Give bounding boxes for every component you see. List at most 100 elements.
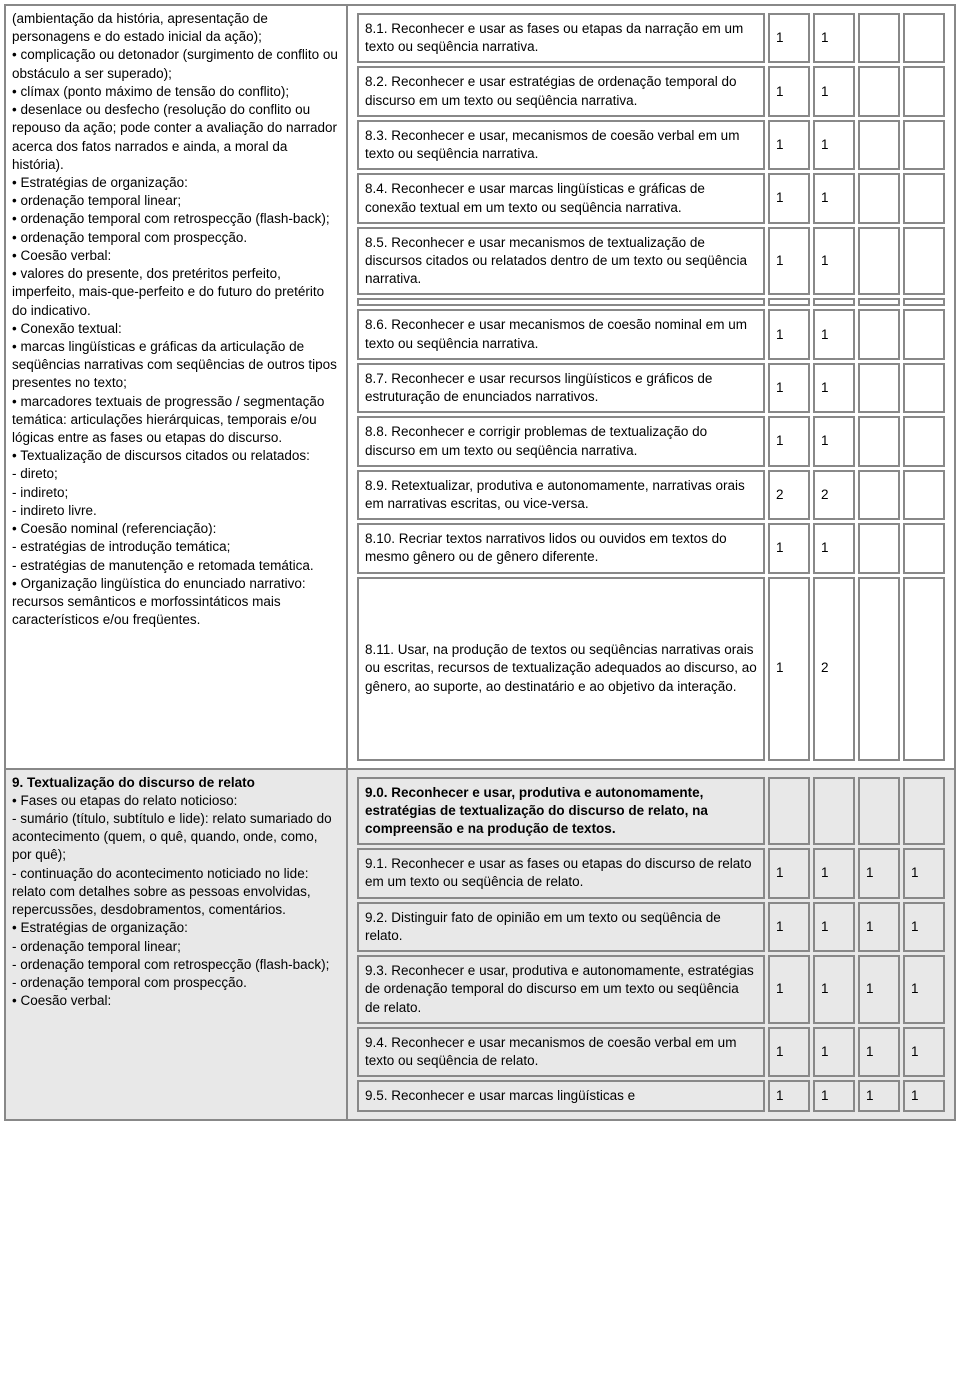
descriptor-cell: 8.11. Usar, na produção de textos ou seq… (357, 577, 765, 761)
value-cell: 1 (768, 1027, 810, 1077)
descriptor-cell: 9.5. Reconhecer e usar marcas lingüístic… (357, 1080, 765, 1112)
curriculum-table: (ambientação da história, apresentação d… (4, 4, 956, 1121)
value-cell: 1 (903, 1027, 945, 1077)
section8-right-cell: 8.1. Reconhecer e usar as fases ou etapa… (347, 5, 955, 769)
value-cell (858, 13, 900, 63)
value-cell (858, 470, 900, 520)
value-cell: 1 (768, 309, 810, 359)
value-cell: 1 (813, 848, 855, 898)
value-cell: 1 (858, 848, 900, 898)
value-cell (858, 363, 900, 413)
descriptor-cell: 9.0. Reconhecer e usar, produtiva e auto… (357, 777, 765, 846)
descriptor-cell: 8.6. Reconhecer e usar mecanismos de coe… (357, 309, 765, 359)
value-cell: 1 (813, 1080, 855, 1112)
value-cell: 1 (858, 902, 900, 952)
table-row: 9.2. Distinguir fato de opinião em um te… (357, 902, 945, 952)
value-cell (903, 66, 945, 116)
value-cell (858, 523, 900, 573)
value-cell (858, 173, 900, 223)
value-cell: 2 (813, 577, 855, 761)
value-cell: 1 (813, 416, 855, 466)
section9-left-block: 9. Textualização do discurso de relato •… (12, 774, 340, 1011)
value-cell: 1 (903, 1080, 945, 1112)
table-row: 9.5. Reconhecer e usar marcas lingüístic… (357, 1080, 945, 1112)
table-row: 9.0. Reconhecer e usar, produtiva e auto… (357, 777, 945, 846)
section9-left-cell: 9. Textualização do discurso de relato •… (5, 769, 347, 1121)
section9-left-title: 9. Textualização do discurso de relato (12, 775, 255, 790)
descriptor-cell: 8.1. Reconhecer e usar as fases ou etapa… (357, 13, 765, 63)
value-cell (858, 309, 900, 359)
value-cell: 2 (813, 470, 855, 520)
descriptor-cell: 8.3. Reconhecer e usar, mecanismos de co… (357, 120, 765, 170)
value-cell: 1 (813, 309, 855, 359)
descriptor-cell: 9.1. Reconhecer e usar as fases ou etapa… (357, 848, 765, 898)
value-cell: 1 (813, 902, 855, 952)
table-row: 8.7. Reconhecer e usar recursos lingüíst… (357, 363, 945, 413)
spacer-cell (357, 298, 765, 306)
descriptor-cell: 9.3. Reconhecer e usar, produtiva e auto… (357, 955, 765, 1024)
value-cell: 2 (768, 470, 810, 520)
value-cell (903, 416, 945, 466)
value-cell (858, 66, 900, 116)
descriptor-cell: 8.5. Reconhecer e usar mecanismos de tex… (357, 227, 765, 296)
table-row: 8.5. Reconhecer e usar mecanismos de tex… (357, 227, 945, 296)
table-row: 9.3. Reconhecer e usar, produtiva e auto… (357, 955, 945, 1024)
value-cell: 1 (768, 227, 810, 296)
value-cell: 1 (768, 523, 810, 573)
value-cell: 1 (768, 848, 810, 898)
table-row: 8.9. Retextualizar, produtiva e autonoma… (357, 470, 945, 520)
descriptor-cell: 8.10. Recriar textos narrativos lidos ou… (357, 523, 765, 573)
value-cell: 1 (768, 66, 810, 116)
section8-left-cell: (ambientação da história, apresentação d… (5, 5, 347, 769)
spacer-cell (858, 298, 900, 306)
value-cell: 1 (903, 848, 945, 898)
section9-inner-table: 9.0. Reconhecer e usar, produtiva e auto… (354, 774, 948, 1116)
descriptor-cell: 8.4. Reconhecer e usar marcas lingüístic… (357, 173, 765, 223)
value-cell: 1 (813, 120, 855, 170)
value-cell: 1 (768, 1080, 810, 1112)
value-cell: 1 (768, 13, 810, 63)
value-cell (903, 227, 945, 296)
value-cell: 1 (768, 955, 810, 1024)
value-cell (903, 777, 945, 846)
value-cell: 1 (768, 416, 810, 466)
value-cell (903, 523, 945, 573)
value-cell: 1 (813, 173, 855, 223)
value-cell (903, 470, 945, 520)
value-cell: 1 (813, 66, 855, 116)
value-cell: 1 (813, 955, 855, 1024)
value-cell: 1 (768, 902, 810, 952)
value-cell: 1 (813, 363, 855, 413)
value-cell: 1 (858, 1080, 900, 1112)
value-cell: 1 (813, 227, 855, 296)
table-row: 8.6. Reconhecer e usar mecanismos de coe… (357, 309, 945, 359)
section9-right-cell: 9.0. Reconhecer e usar, produtiva e auto… (347, 769, 955, 1121)
value-cell (858, 416, 900, 466)
spacer-cell (903, 298, 945, 306)
value-cell (903, 13, 945, 63)
value-cell: 1 (903, 902, 945, 952)
section9-left-text: • Fases ou etapas do relato noticioso: -… (12, 793, 335, 1008)
descriptor-cell: 8.7. Reconhecer e usar recursos lingüíst… (357, 363, 765, 413)
descriptor-cell: 8.9. Retextualizar, produtiva e autonoma… (357, 470, 765, 520)
value-cell (903, 120, 945, 170)
table-row: 8.11. Usar, na produção de textos ou seq… (357, 577, 945, 761)
value-cell: 1 (813, 523, 855, 573)
value-cell (858, 777, 900, 846)
value-cell (903, 363, 945, 413)
descriptor-cell: 9.4. Reconhecer e usar mecanismos de coe… (357, 1027, 765, 1077)
descriptor-cell: 9.2. Distinguir fato de opinião em um te… (357, 902, 765, 952)
section8-inner-table: 8.1. Reconhecer e usar as fases ou etapa… (354, 10, 948, 764)
value-cell: 1 (813, 1027, 855, 1077)
table-row: 8.4. Reconhecer e usar marcas lingüístic… (357, 173, 945, 223)
value-cell: 1 (768, 363, 810, 413)
value-cell (813, 777, 855, 846)
value-cell (858, 577, 900, 761)
table-row (357, 298, 945, 306)
descriptor-cell: 8.8. Reconhecer e corrigir problemas de … (357, 416, 765, 466)
value-cell (903, 309, 945, 359)
value-cell: 1 (768, 577, 810, 761)
value-cell (903, 577, 945, 761)
value-cell: 1 (858, 955, 900, 1024)
section8-left-text: (ambientação da história, apresentação d… (12, 10, 340, 629)
